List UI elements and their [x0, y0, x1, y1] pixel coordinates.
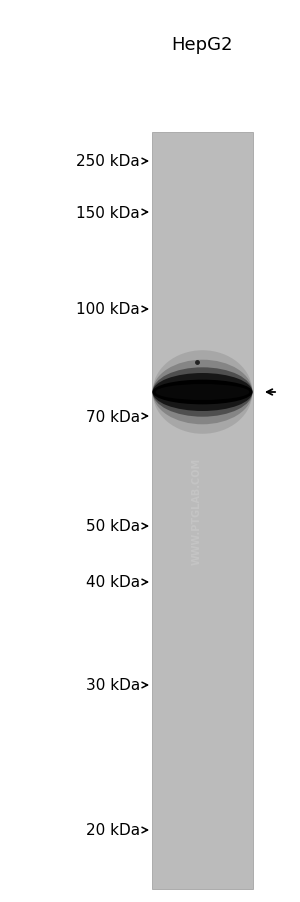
Text: 70 kDa: 70 kDa — [86, 409, 140, 424]
Ellipse shape — [152, 351, 253, 435]
Ellipse shape — [152, 373, 253, 411]
Text: HepG2: HepG2 — [171, 36, 233, 54]
Text: 250 kDa: 250 kDa — [76, 154, 140, 170]
Ellipse shape — [155, 384, 250, 400]
Text: 30 kDa: 30 kDa — [86, 677, 140, 693]
Text: 20 kDa: 20 kDa — [86, 823, 140, 838]
Text: 100 kDa: 100 kDa — [76, 302, 140, 318]
Text: 40 kDa: 40 kDa — [86, 575, 140, 590]
Ellipse shape — [152, 360, 253, 425]
Text: 50 kDa: 50 kDa — [86, 519, 140, 534]
Ellipse shape — [152, 368, 253, 418]
FancyBboxPatch shape — [152, 133, 253, 889]
Text: 150 kDa: 150 kDa — [76, 206, 140, 220]
Ellipse shape — [152, 381, 253, 405]
Text: WWW.PTGLAB.COM: WWW.PTGLAB.COM — [191, 457, 202, 565]
